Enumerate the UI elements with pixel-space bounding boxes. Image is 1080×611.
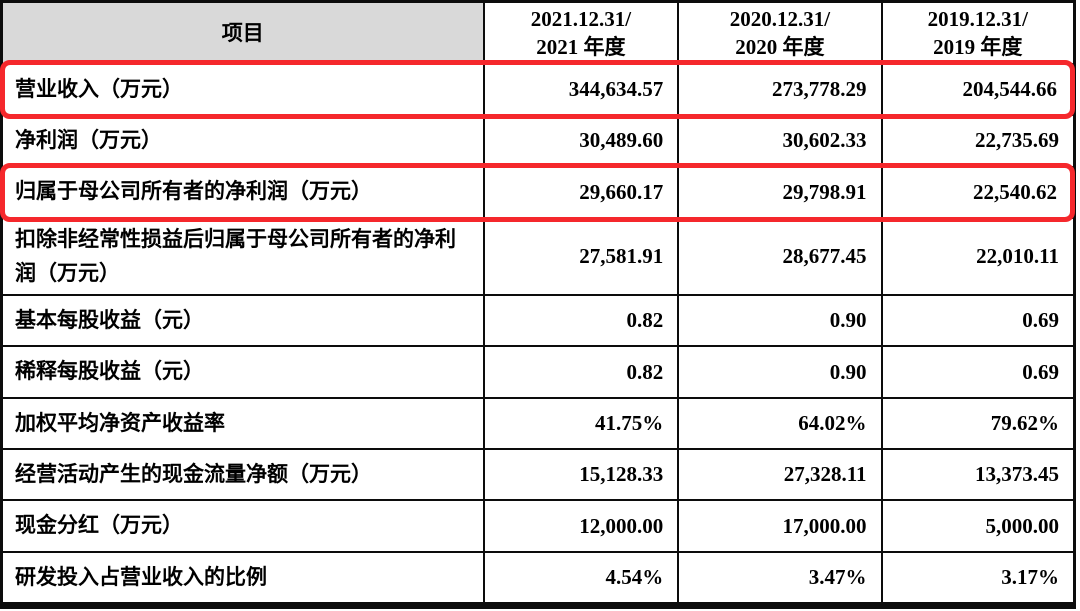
header-period-2020: 2020.12.31/ 2020 年度 (679, 3, 883, 63)
value-2020: 29,798.91 (679, 167, 883, 217)
row-label: 营业收入（万元） (3, 65, 485, 115)
value-2019: 3.17% (1001, 564, 1059, 589)
row-label: 经营活动产生的现金流量净额（万元） (3, 450, 485, 500)
value-2020: 3.47% (679, 552, 883, 602)
value-2020: 0.90 (679, 296, 883, 346)
table-row: 扣除非经常性损益后归属于母公司所有者的净利润（万元） 27,581.91 28,… (3, 218, 1073, 297)
value-2019: 79.62% (990, 410, 1059, 435)
table-row: 经营活动产生的现金流量净额（万元） 15,128.33 27,328.11 13… (3, 450, 1073, 502)
value-2019: 22,735.69 (975, 128, 1059, 153)
value-2021: 27,581.91 (485, 218, 680, 295)
table-row: 基本每股收益（元） 0.82 0.90 0.69 (3, 296, 1073, 348)
value-2021: 4.54% (485, 552, 680, 602)
row-label: 扣除非经常性损益后归属于母公司所有者的净利润（万元） (3, 218, 485, 295)
table-row: 净利润（万元） 30,489.60 30,602.33 22,735.69 (3, 116, 1073, 168)
value-2021: 30,489.60 (485, 116, 680, 166)
value-2020: 28,677.45 (679, 218, 883, 295)
value-2019: 0.69 (1022, 359, 1059, 384)
value-2019: 5,000.00 (985, 513, 1060, 538)
row-label: 基本每股收益（元） (3, 296, 485, 346)
table-row: 归属于母公司所有者的净利润（万元） 29,660.17 29,798.91 22… (0, 162, 1075, 222)
table-row: 研发投入占营业收入的比例 4.54% 3.47% 3.17% (3, 552, 1073, 602)
row-label: 归属于母公司所有者的净利润（万元） (3, 167, 485, 217)
header-item-cell: 项目 (3, 3, 485, 63)
value-2020: 273,778.29 (679, 65, 883, 115)
value-2020: 30,602.33 (679, 116, 883, 166)
row-label: 研发投入占营业收入的比例 (3, 552, 485, 602)
value-2021: 12,000.00 (485, 501, 680, 551)
value-2019: 13,373.45 (975, 462, 1059, 487)
header-period-2021: 2021.12.31/ 2021 年度 (485, 3, 680, 63)
value-2020: 64.02% (679, 398, 883, 449)
header-period-2019: 2019.12.31/ 2019 年度 (927, 6, 1028, 59)
row-label: 稀释每股收益（元） (3, 347, 485, 397)
row-label: 净利润（万元） (3, 116, 485, 166)
table-row: 现金分红（万元） 12,000.00 17,000.00 5,000.00 (3, 501, 1073, 553)
value-2019: 0.69 (1022, 308, 1059, 333)
value-2019: 22,010.11 (976, 244, 1059, 269)
value-2021: 41.75% (485, 398, 680, 449)
value-2021: 0.82 (485, 347, 680, 397)
table-row: 营业收入（万元） 344,634.57 273,778.29 204,544.6… (0, 60, 1075, 120)
row-label: 现金分红（万元） (3, 501, 485, 551)
value-2020: 0.90 (679, 347, 883, 397)
table-row: 加权平均净资产收益率 41.75% 64.02% 79.62% (3, 398, 1073, 451)
value-2021: 29,660.17 (485, 167, 680, 217)
table-row: 稀释每股收益（元） 0.82 0.90 0.69 (3, 347, 1073, 399)
table-header-row: 项目 2021.12.31/ 2021 年度 2020.12.31/ 2020 … (3, 3, 1073, 65)
value-2021: 344,634.57 (485, 65, 680, 115)
row-label: 加权平均净资产收益率 (3, 398, 485, 449)
value-2019: 22,540.62 (883, 167, 1073, 217)
value-2019: 204,544.66 (883, 65, 1073, 115)
value-2020: 27,328.11 (679, 450, 883, 500)
value-2021: 0.82 (485, 296, 680, 346)
value-2020: 17,000.00 (679, 501, 883, 551)
value-2021: 15,128.33 (485, 450, 680, 500)
